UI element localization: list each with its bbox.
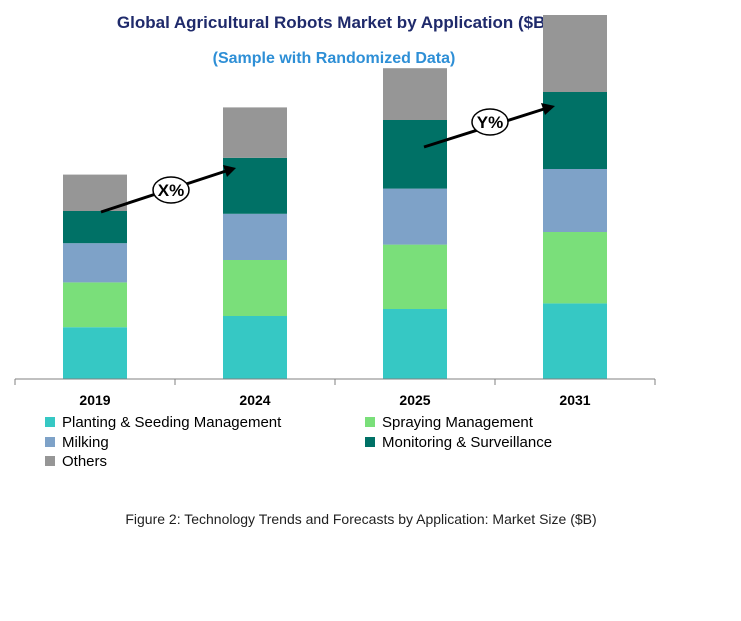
x-tick-label: 2019	[79, 392, 110, 408]
legend-swatch	[365, 437, 375, 447]
bars-layer	[63, 15, 607, 379]
legend-swatch	[365, 417, 375, 427]
bar-segment	[383, 188, 447, 245]
cagr-bubble-y	[471, 108, 509, 136]
legend-swatch	[45, 437, 55, 447]
legend-label: Monitoring & Surveillance	[382, 434, 552, 451]
bar-segment	[543, 15, 607, 92]
bar-segment	[63, 282, 127, 328]
cagr-bubble-x	[152, 176, 190, 204]
bar-segment	[63, 243, 127, 283]
legend-label: Milking	[62, 434, 109, 451]
bar-segment	[223, 107, 287, 158]
bar-segment	[63, 327, 127, 379]
bar-segment	[223, 213, 287, 260]
bar-segment	[543, 232, 607, 304]
bar-segment	[543, 303, 607, 379]
bar-segment	[383, 68, 447, 120]
growth-arrow-y: Y%	[423, 103, 555, 149]
bar-segment	[383, 244, 447, 309]
tick-marks	[14, 379, 656, 385]
cagr-label-x: X%	[158, 181, 184, 200]
legend: Planting & Seeding Management Spraying Ma…	[45, 414, 552, 470]
bar-segment	[63, 211, 127, 244]
legend-swatch	[45, 417, 55, 427]
legend-swatch	[45, 456, 55, 466]
chart-title: Global Agricultural Robots Market by App…	[117, 13, 551, 32]
legend-label: Spraying Management	[382, 414, 534, 431]
figure-caption: Figure 2: Technology Trends and Forecast…	[125, 511, 596, 527]
chart-subtitle: (Sample with Randomized Data)	[213, 50, 456, 67]
bar-segment	[223, 157, 287, 214]
x-tick-label: 2031	[559, 392, 590, 408]
x-tick-label: 2025	[399, 392, 430, 408]
growth-arrow-x: X%	[100, 165, 236, 214]
bar-segment	[383, 309, 447, 379]
legend-label: Planting & Seeding Management	[62, 414, 282, 431]
x-tick-labels: 2019 2024 2025 2031	[79, 392, 590, 408]
bar-segment	[543, 92, 607, 169]
bar-segment	[223, 316, 287, 379]
cagr-label-y: Y%	[477, 113, 503, 132]
bar-segment	[223, 260, 287, 316]
x-tick-label: 2024	[239, 392, 270, 408]
legend-label: Others	[62, 453, 107, 470]
bar-segment	[383, 120, 447, 189]
bar-segment	[63, 174, 127, 211]
bar-segment	[543, 169, 607, 232]
